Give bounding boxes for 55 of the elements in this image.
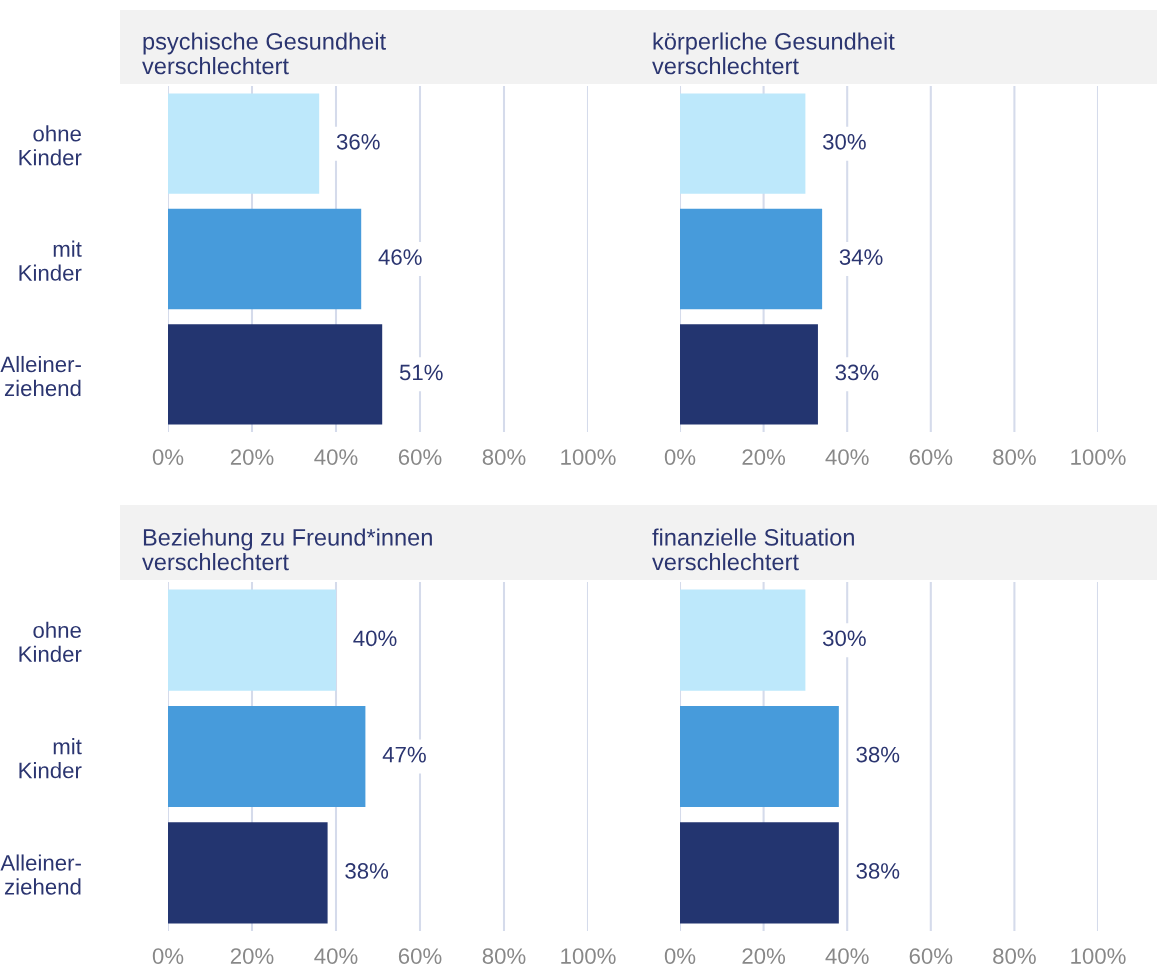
x-tick-label: 20% xyxy=(742,449,786,465)
chart-title: Beziehung zu Freund*innen verschlechtert xyxy=(142,528,432,571)
x-tick-label: 20% xyxy=(230,449,274,465)
bar xyxy=(680,208,823,310)
y-tick-label: mit Kinder xyxy=(19,240,82,281)
bar xyxy=(168,589,336,691)
x-tick-label: 60% xyxy=(398,948,442,964)
x-tick-label: 40% xyxy=(825,948,869,964)
data-label: 38% xyxy=(345,863,389,879)
x-tick-label: 100% xyxy=(561,449,616,465)
bar xyxy=(168,822,328,924)
x-tick-label: 100% xyxy=(1071,449,1126,465)
data-label: 30% xyxy=(822,133,866,150)
data-label: 30% xyxy=(822,630,866,647)
data-label: 40% xyxy=(353,630,397,647)
x-tick-label: 80% xyxy=(482,948,526,964)
x-tick-label: 0% xyxy=(152,948,184,964)
data-label: 47% xyxy=(382,746,426,763)
bar xyxy=(168,208,362,310)
x-tick-label: 0% xyxy=(664,449,696,465)
chart-title: psychische Gesundheit verschlechtert xyxy=(142,32,386,75)
bar xyxy=(680,324,818,425)
x-tick-label: 100% xyxy=(1071,948,1126,964)
x-tick-label: 80% xyxy=(993,449,1036,465)
bar xyxy=(680,93,806,194)
data-label: 51% xyxy=(399,364,443,381)
bar xyxy=(168,705,366,808)
x-tick-label: 0% xyxy=(152,449,184,465)
x-tick-label: 60% xyxy=(909,948,953,964)
y-tick-label: mit Kinder xyxy=(19,738,82,779)
x-tick-label: 40% xyxy=(825,449,869,465)
x-tick-label: 20% xyxy=(742,948,786,964)
x-tick-label: 100% xyxy=(561,948,616,964)
x-tick-label: 80% xyxy=(482,449,526,465)
x-tick-label: 60% xyxy=(398,449,442,465)
x-tick-label: 40% xyxy=(314,948,358,964)
data-label: 38% xyxy=(856,746,900,763)
data-label: 34% xyxy=(839,249,883,265)
x-tick-label: 0% xyxy=(664,948,696,964)
bar xyxy=(168,324,383,425)
chart-title: finanzielle Situation verschlechtert xyxy=(652,528,854,571)
data-label: 38% xyxy=(856,863,900,879)
x-tick-label: 40% xyxy=(314,449,358,465)
bar xyxy=(168,93,320,194)
y-tick-label: Alleiner- ziehend xyxy=(0,854,81,895)
data-label: 36% xyxy=(336,133,380,150)
chart-title: körperliche Gesundheit verschlechtert xyxy=(652,32,895,75)
y-tick-label: ohne Kinder xyxy=(19,621,82,663)
x-tick-label: 20% xyxy=(230,948,274,964)
x-tick-label: 60% xyxy=(909,449,953,465)
data-label: 33% xyxy=(835,364,879,381)
y-tick-label: ohne Kinder xyxy=(19,125,82,166)
x-tick-label: 80% xyxy=(993,948,1036,964)
data-label: 46% xyxy=(378,249,422,265)
y-tick-label: Alleiner- ziehend xyxy=(0,355,81,397)
